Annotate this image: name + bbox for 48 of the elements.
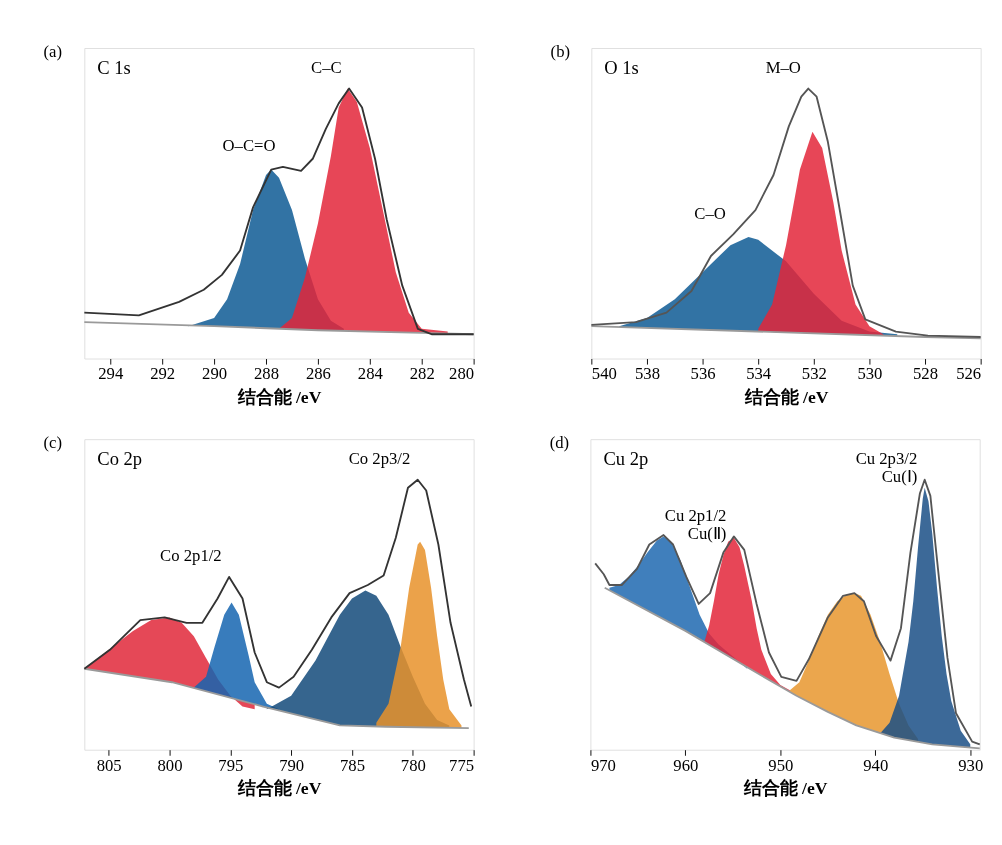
x-tick-label: 536 [690, 364, 716, 384]
annotation: Co 2p3/2 [348, 448, 411, 468]
text: (d) [549, 433, 570, 453]
x-tick-label: 282 [409, 364, 435, 384]
x-tick-label: 940 [863, 755, 889, 775]
x-axis-title: 结合能 /eV [236, 386, 322, 407]
annotation: Co 2p1/2 [160, 546, 222, 566]
x-tick-label: 526 [956, 364, 982, 384]
x-axis-title: 结合能 /eV [742, 777, 828, 798]
x-tick-label: 534 [746, 364, 772, 384]
x-tick-label: 290 [202, 364, 228, 384]
x-tick-label: 292 [150, 364, 176, 384]
x-axis-title: 结合能 /eV [743, 386, 829, 407]
x-tick-label: 294 [98, 364, 124, 384]
chart-title: C 1s [97, 57, 131, 78]
x-tick-label: 800 [157, 755, 183, 775]
x-tick-label: 532 [801, 364, 827, 384]
x-tick-label: 540 [591, 364, 617, 384]
text: (b) [550, 42, 571, 62]
x-tick-label: 930 [958, 755, 984, 775]
x-tick-label: 790 [279, 755, 305, 775]
x-tick-label: 960 [673, 755, 699, 775]
x-tick-label: 785 [339, 755, 365, 775]
x-tick-label: 805 [96, 755, 122, 775]
x-tick-label: 288 [253, 364, 279, 384]
x-tick-label: 280 [449, 364, 475, 384]
annotation: C–C [311, 57, 342, 77]
text: (a) [43, 42, 63, 62]
chart-title: O 1s [604, 57, 639, 78]
x-tick-label: 795 [218, 755, 244, 775]
annotation: M–O [765, 57, 801, 77]
x-tick-label: 530 [857, 364, 883, 384]
x-tick-label: 775 [449, 755, 475, 775]
x-tick-label: 538 [634, 364, 660, 384]
chart-title: Cu 2p [603, 448, 649, 470]
x-tick-label: 970 [590, 755, 616, 775]
annotation: Cu 2p1/2 Cu(Ⅱ) [664, 505, 727, 544]
annotation: O–C=O [222, 136, 276, 156]
x-tick-label: 286 [305, 364, 331, 384]
x-axis-title: 结合能 /eV [236, 777, 322, 798]
x-tick-label: 284 [357, 364, 384, 384]
x-tick-label: 528 [913, 364, 939, 384]
chart-title: Co 2p [97, 448, 143, 470]
x-tick-label: 950 [768, 755, 794, 775]
annotation: C–O [694, 203, 726, 223]
x-tick-label: 780 [400, 755, 426, 775]
text: (c) [43, 433, 63, 453]
annotation: Cu 2p3/2 Cu(Ⅰ) [855, 448, 918, 487]
